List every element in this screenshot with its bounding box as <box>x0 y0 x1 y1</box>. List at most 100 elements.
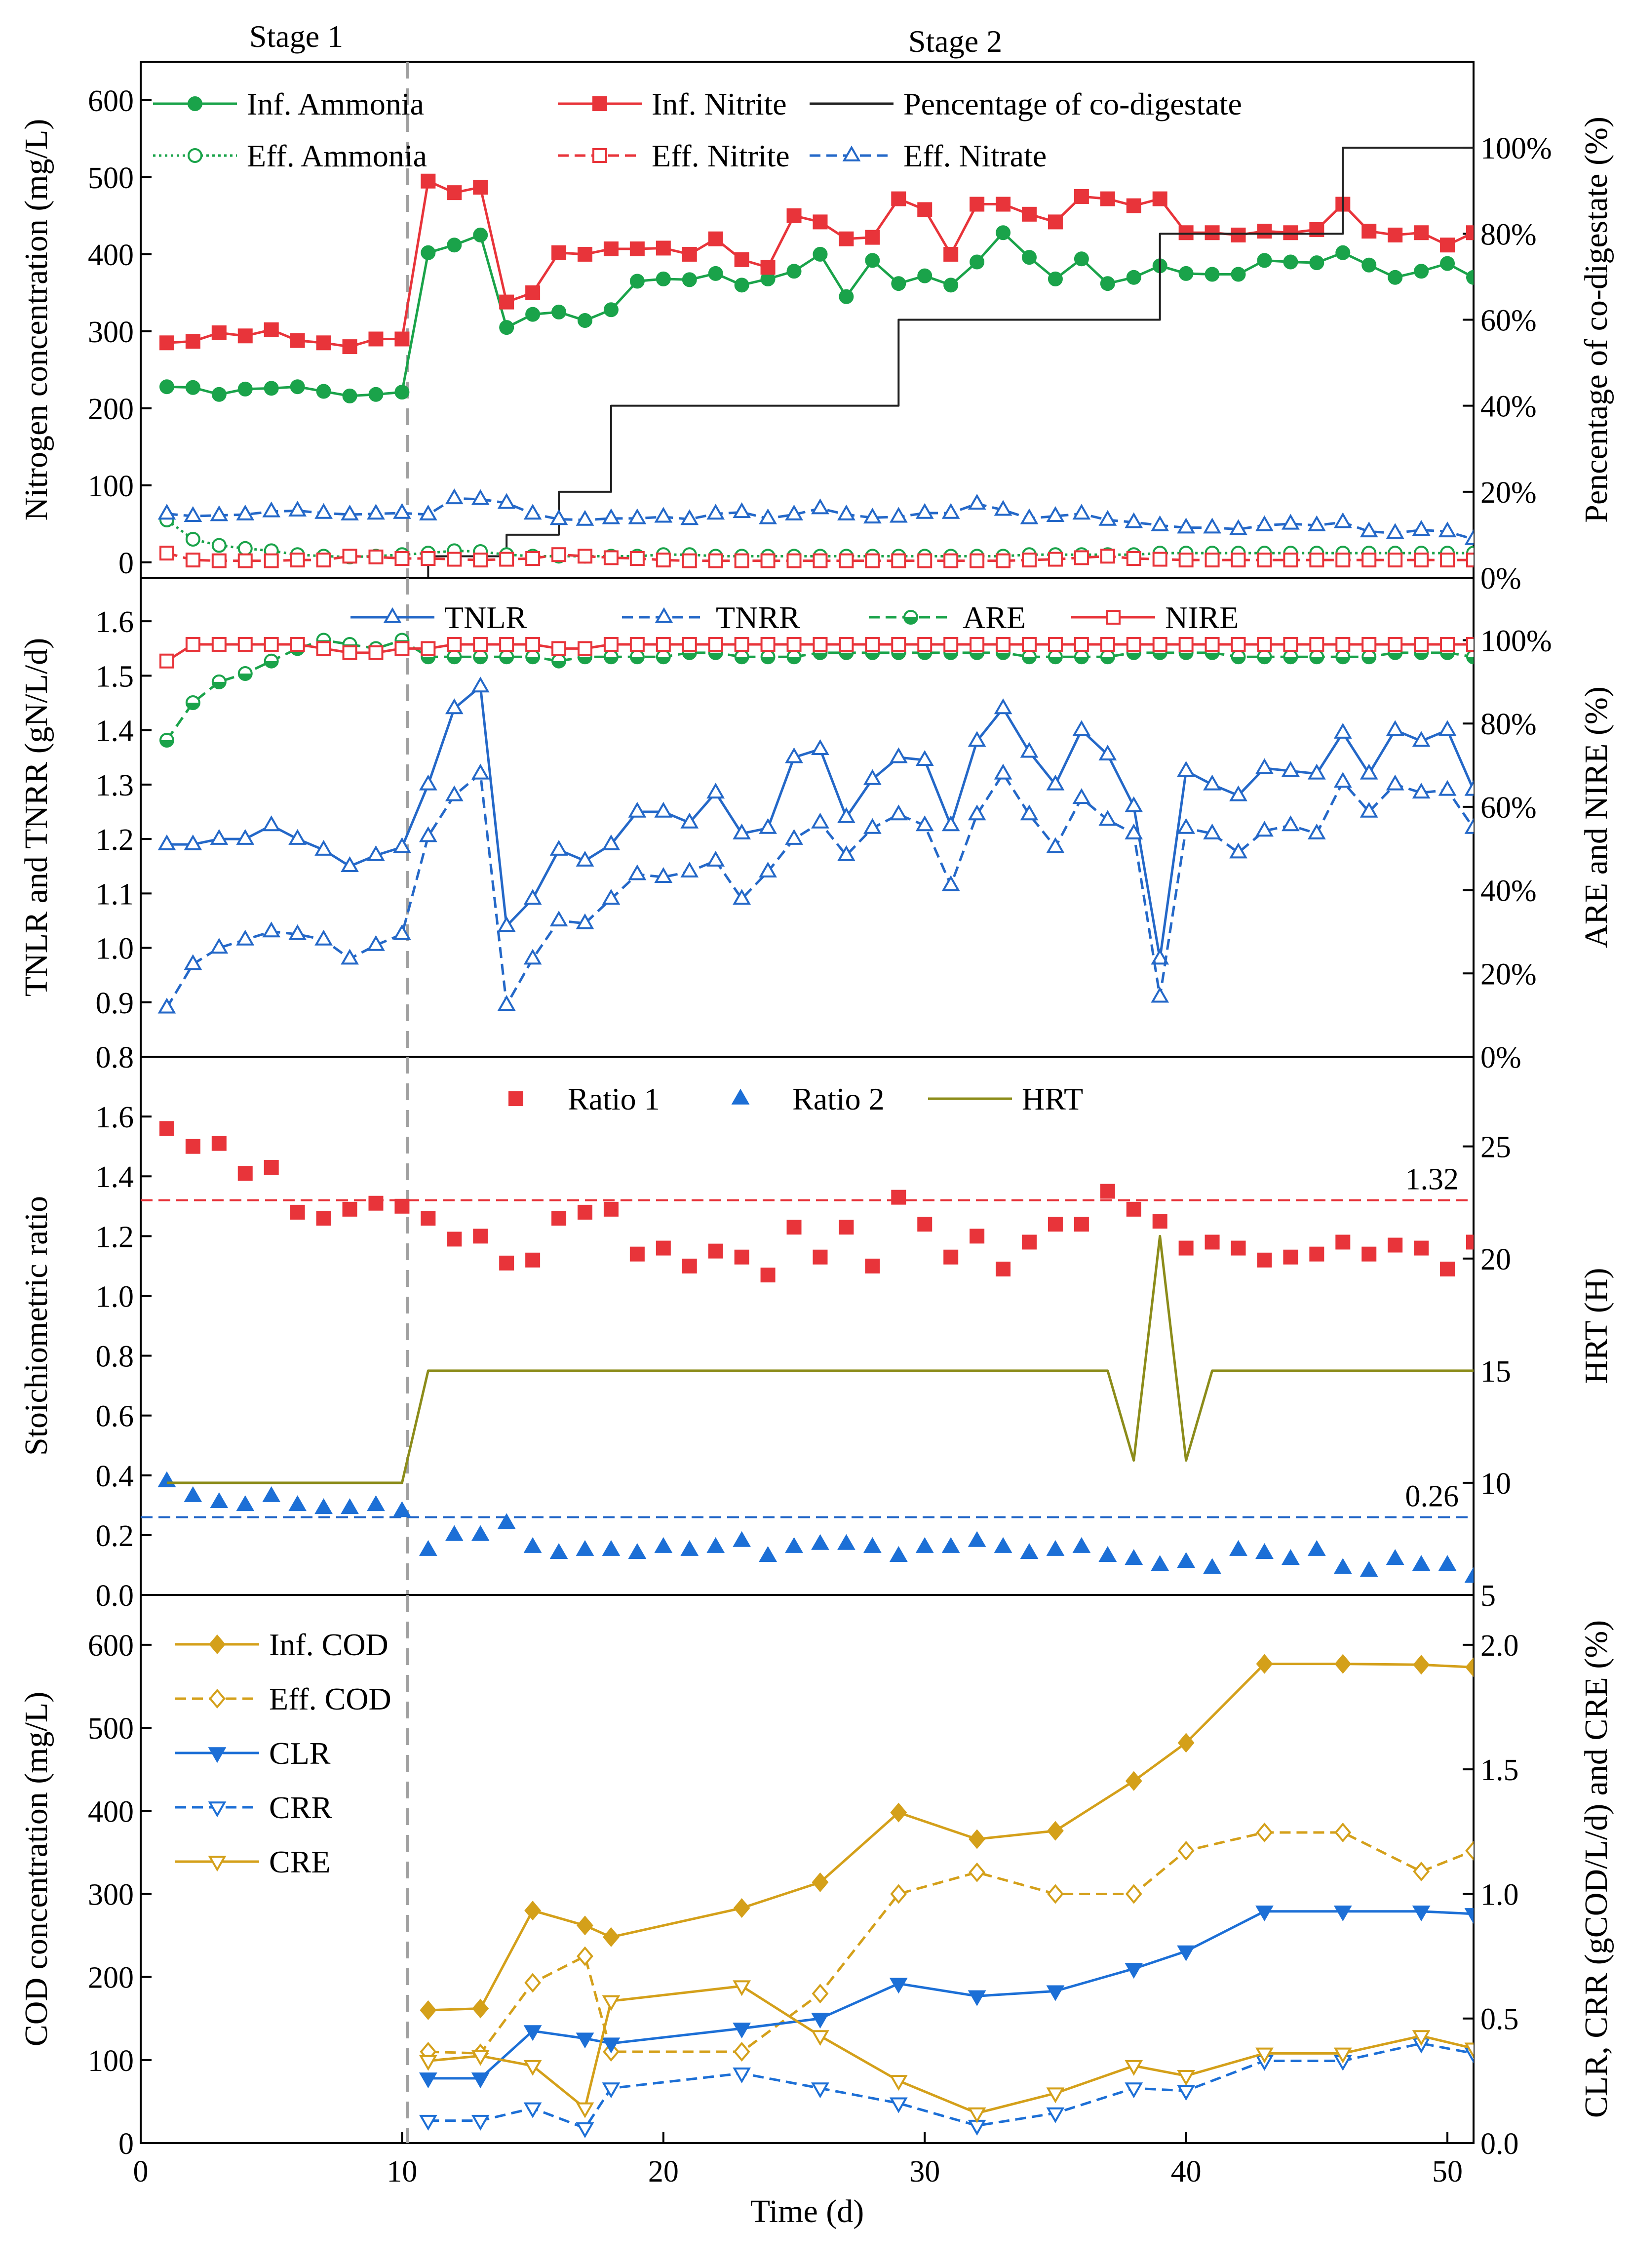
ratio-series <box>157 1121 1474 1583</box>
inf-nitrite-point <box>1440 238 1455 253</box>
inf-ammonia-point <box>499 320 514 335</box>
clr-point <box>576 2032 594 2049</box>
tnrr-point <box>157 997 176 1014</box>
are-point-fill <box>1389 652 1402 659</box>
xtick-label: 10 <box>387 2155 417 2188</box>
inf-ammonia-point <box>839 289 854 304</box>
loading-y2tick-label: 80% <box>1480 708 1537 741</box>
legend-marker-ratio-2 <box>731 1088 750 1105</box>
inf-nitrite-point <box>865 230 880 245</box>
tnrr-point <box>1386 774 1404 791</box>
legend-marker-inf-nitrite <box>592 96 607 111</box>
legend-nire: NIRE <box>1071 600 1239 635</box>
ratio-ytick-label: 1.4 <box>96 1160 134 1194</box>
ratio-1-point <box>473 1229 488 1244</box>
eff-cod-point <box>733 2042 750 2062</box>
are-point-fill <box>552 661 566 668</box>
cre-point <box>523 2060 542 2076</box>
tnrr-point <box>837 845 855 861</box>
ratio-2-point <box>367 1495 385 1512</box>
ratio-2-point <box>785 1537 803 1553</box>
tnrr-point <box>367 935 385 951</box>
are-point-fill <box>1023 657 1036 664</box>
are-point-fill <box>918 652 932 659</box>
inf-ammonia-point <box>447 238 462 253</box>
loading-ytick-label: 1.4 <box>96 715 134 748</box>
xtick-label: 40 <box>1171 2155 1202 2188</box>
ratio-1-point <box>1283 1249 1298 1265</box>
tnlr-point <box>445 698 464 715</box>
eff-nitrate-point <box>733 502 751 518</box>
eff-nitrite-point <box>1022 553 1037 568</box>
eff-cod-point <box>1177 1841 1195 1861</box>
are-point-fill <box>186 703 199 710</box>
tnlr-point <box>863 769 882 785</box>
are-point-fill <box>840 652 853 659</box>
ratio-1-point <box>237 1166 253 1181</box>
tnlr-point <box>654 801 673 818</box>
nire-point <box>316 641 331 656</box>
ratio-frame <box>140 1056 1475 1596</box>
loading-y2tick-label: 60% <box>1480 791 1537 825</box>
clr-point <box>523 2025 542 2041</box>
ratio-1-point <box>891 1190 906 1205</box>
loading-ytick-label: 1.1 <box>96 877 134 911</box>
tnlr-point <box>1072 720 1091 736</box>
loading-y2tick-label: 40% <box>1480 875 1537 908</box>
clr-point <box>1046 1985 1065 2001</box>
eff-nitrate-point <box>367 504 385 520</box>
inf-ammonia-point <box>656 271 671 286</box>
crr-point <box>733 2067 751 2083</box>
eff-nitrite-point <box>211 553 227 568</box>
are-point-fill <box>212 681 226 688</box>
ratio-1-point <box>1335 1234 1351 1250</box>
nitrogen-y2tick-label: 60% <box>1480 304 1537 338</box>
legend-marker-crr <box>208 1801 227 1818</box>
clr-point <box>1255 1906 1274 1922</box>
eff-cod-line <box>428 1831 1474 2055</box>
tnrr-point <box>759 861 777 877</box>
nire-point <box>1152 637 1167 652</box>
are-point-fill <box>892 652 905 659</box>
inf-cod-point <box>524 1901 542 1921</box>
inf-ammonia-point <box>629 274 645 289</box>
nire-point <box>970 637 985 652</box>
ratio-1-point <box>1361 1246 1377 1262</box>
inf-nitrite-point <box>578 246 592 262</box>
tnrr-point <box>1229 842 1247 859</box>
loading-y2tick-label: 0% <box>1480 1041 1521 1074</box>
crr-point <box>811 2082 829 2099</box>
nire-point <box>1126 637 1141 652</box>
eff-nitrite-point <box>368 549 384 564</box>
tnlr-point <box>811 739 829 755</box>
cod-frame <box>140 1594 1475 2144</box>
are-point-fill <box>1310 657 1323 664</box>
eff-nitrite-point <box>1231 553 1246 568</box>
inf-cod-point <box>577 1915 593 1936</box>
cod-ytick-label: 600 <box>88 1629 134 1663</box>
are-point-fill <box>1179 652 1193 659</box>
clr-line <box>428 1910 1474 2080</box>
inf-ammonia-point <box>917 268 933 283</box>
inf-cod-point <box>420 2000 437 2020</box>
eff-nitrate-point <box>1360 521 1378 538</box>
tnlr-point <box>341 856 359 872</box>
nitrogen-ytick-label: 400 <box>88 239 134 272</box>
eff-nitrate-point <box>968 494 986 510</box>
inf-ammonia-point <box>316 384 331 399</box>
eff-cod-point <box>969 1862 986 1882</box>
ratio-2-point <box>1072 1537 1091 1553</box>
are-point-fill <box>1336 657 1350 664</box>
ratio-1-point <box>1440 1261 1455 1276</box>
ratio-ytick-label: 1.0 <box>96 1280 134 1313</box>
eff-nitrite-point <box>839 553 854 568</box>
eff-nitrate-point <box>863 508 882 524</box>
are-point-fill <box>997 652 1010 659</box>
tnrr-point <box>733 889 751 905</box>
ratio-1-point <box>525 1252 541 1268</box>
eff-nitrite-point <box>813 553 828 568</box>
legend-label-eff-ammonia: Eff. Ammonia <box>247 138 427 173</box>
eff-nitrite-point <box>734 553 749 568</box>
ratio-y2tick-label: 15 <box>1480 1355 1511 1389</box>
inf-ammonia-point <box>551 304 567 319</box>
